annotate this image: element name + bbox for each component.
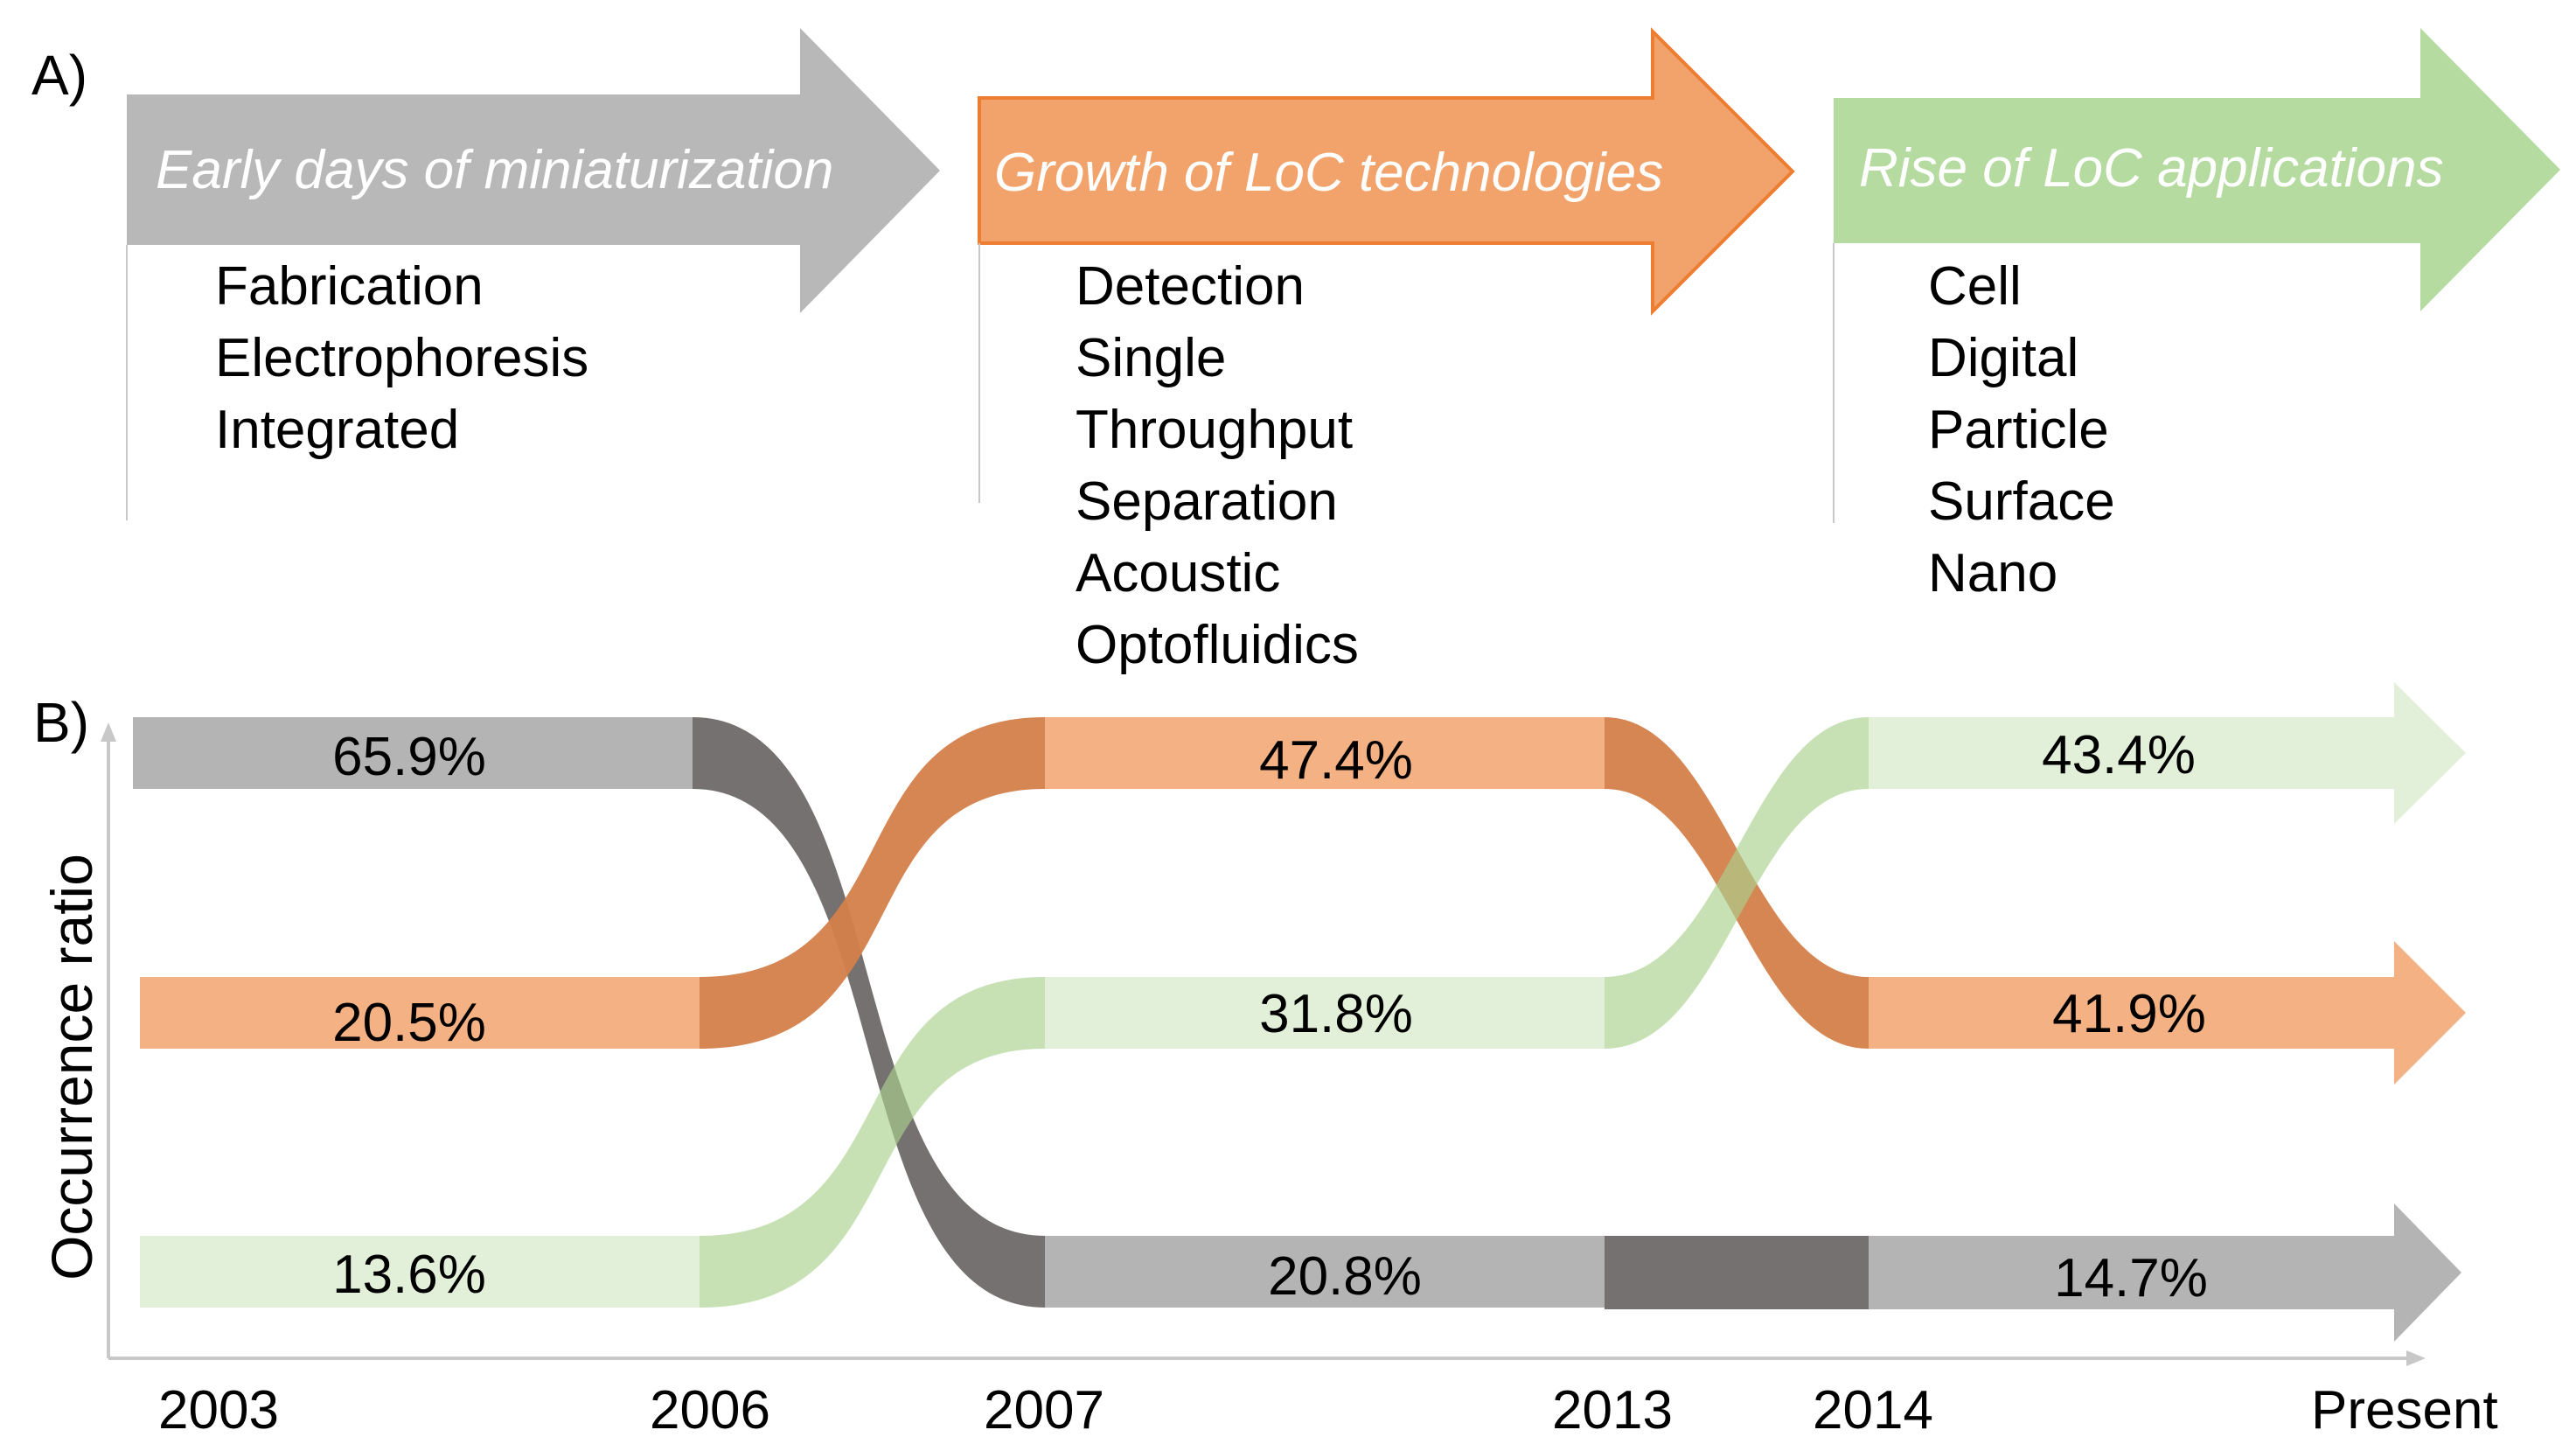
orange-connector (700, 717, 1045, 1049)
phase-3-keyword: Particle (1928, 400, 2109, 460)
value-orange-2014: 41.9% (2052, 984, 2206, 1044)
green-connector (700, 977, 1045, 1308)
phase-3-keyword: Digital (1928, 328, 2078, 388)
gray-connector (693, 717, 1045, 1308)
panel-a-label: A) (31, 44, 87, 107)
value-gray-2007: 20.8% (1268, 1246, 1422, 1307)
gray-dark-block (1605, 1236, 1869, 1309)
phase-2-arrow (978, 27, 1795, 316)
green-segment-1 (140, 1236, 700, 1308)
y-axis-arrowhead (101, 722, 116, 742)
panel-b-label: B) (33, 691, 89, 754)
x-axis-arrowhead (2406, 1350, 2426, 1366)
value-green-2007: 31.8% (1259, 984, 1413, 1044)
gray-segment-1 (133, 717, 693, 789)
x-tick-label: 2006 (650, 1380, 770, 1441)
value-gray-2014: 14.7% (2054, 1248, 2208, 1308)
phase-3-keyword: Nano (1928, 543, 2057, 603)
phase-2-keyword: Optofluidics (1076, 615, 1359, 675)
phase-3-keyword: Surface (1928, 471, 2115, 532)
x-tick-label: Present (2311, 1380, 2498, 1441)
phase-3-title: Rise of LoC applications (1859, 138, 2444, 199)
x-tick-label: 2007 (984, 1380, 1104, 1441)
green-connector-2 (1605, 717, 1869, 1049)
green-segment-2 (1045, 977, 1605, 1049)
orange-segment-1 (140, 977, 700, 1049)
x-tick-label: 2003 (158, 1380, 279, 1441)
x-tick-label: 2014 (1813, 1380, 1933, 1441)
green-end-arrow (1869, 682, 2466, 824)
value-gray-2003: 65.9% (332, 727, 486, 787)
gray-segment-2 (1045, 1236, 1605, 1308)
phase-2-title: Growth of LoC technologies (994, 143, 1663, 203)
value-green-2014: 43.4% (2042, 725, 2196, 785)
value-orange-2003: 20.5% (332, 993, 486, 1053)
phase-1-title: Early days of miniaturization (156, 140, 833, 200)
x-tick-label: 2013 (1552, 1380, 1673, 1441)
phase-1-arrow (127, 28, 940, 313)
phase-1-keyword: Fabrication (215, 256, 484, 317)
phase-3-keyword: Cell (1928, 256, 2022, 317)
value-orange-2007: 47.4% (1259, 730, 1413, 791)
phase-1-keyword: Electrophoresis (215, 328, 588, 388)
value-green-2003: 13.6% (332, 1245, 486, 1305)
phase-3-arrow (1834, 28, 2560, 311)
phase-2-keyword: Detection (1076, 256, 1305, 317)
orange-segment-2 (1045, 717, 1605, 789)
y-axis-label: Occurrence ratio (39, 854, 104, 1280)
phase-2-keyword: Throughput (1076, 400, 1353, 460)
gray-end-arrow (1869, 1203, 2461, 1342)
phase-1-keyword: Integrated (215, 400, 459, 460)
orange-end-arrow (1869, 941, 2466, 1085)
phase-2-keyword: Separation (1076, 471, 1338, 532)
phase-2-keyword: Acoustic (1076, 543, 1280, 603)
phase-2-keyword: Single (1076, 328, 1226, 388)
